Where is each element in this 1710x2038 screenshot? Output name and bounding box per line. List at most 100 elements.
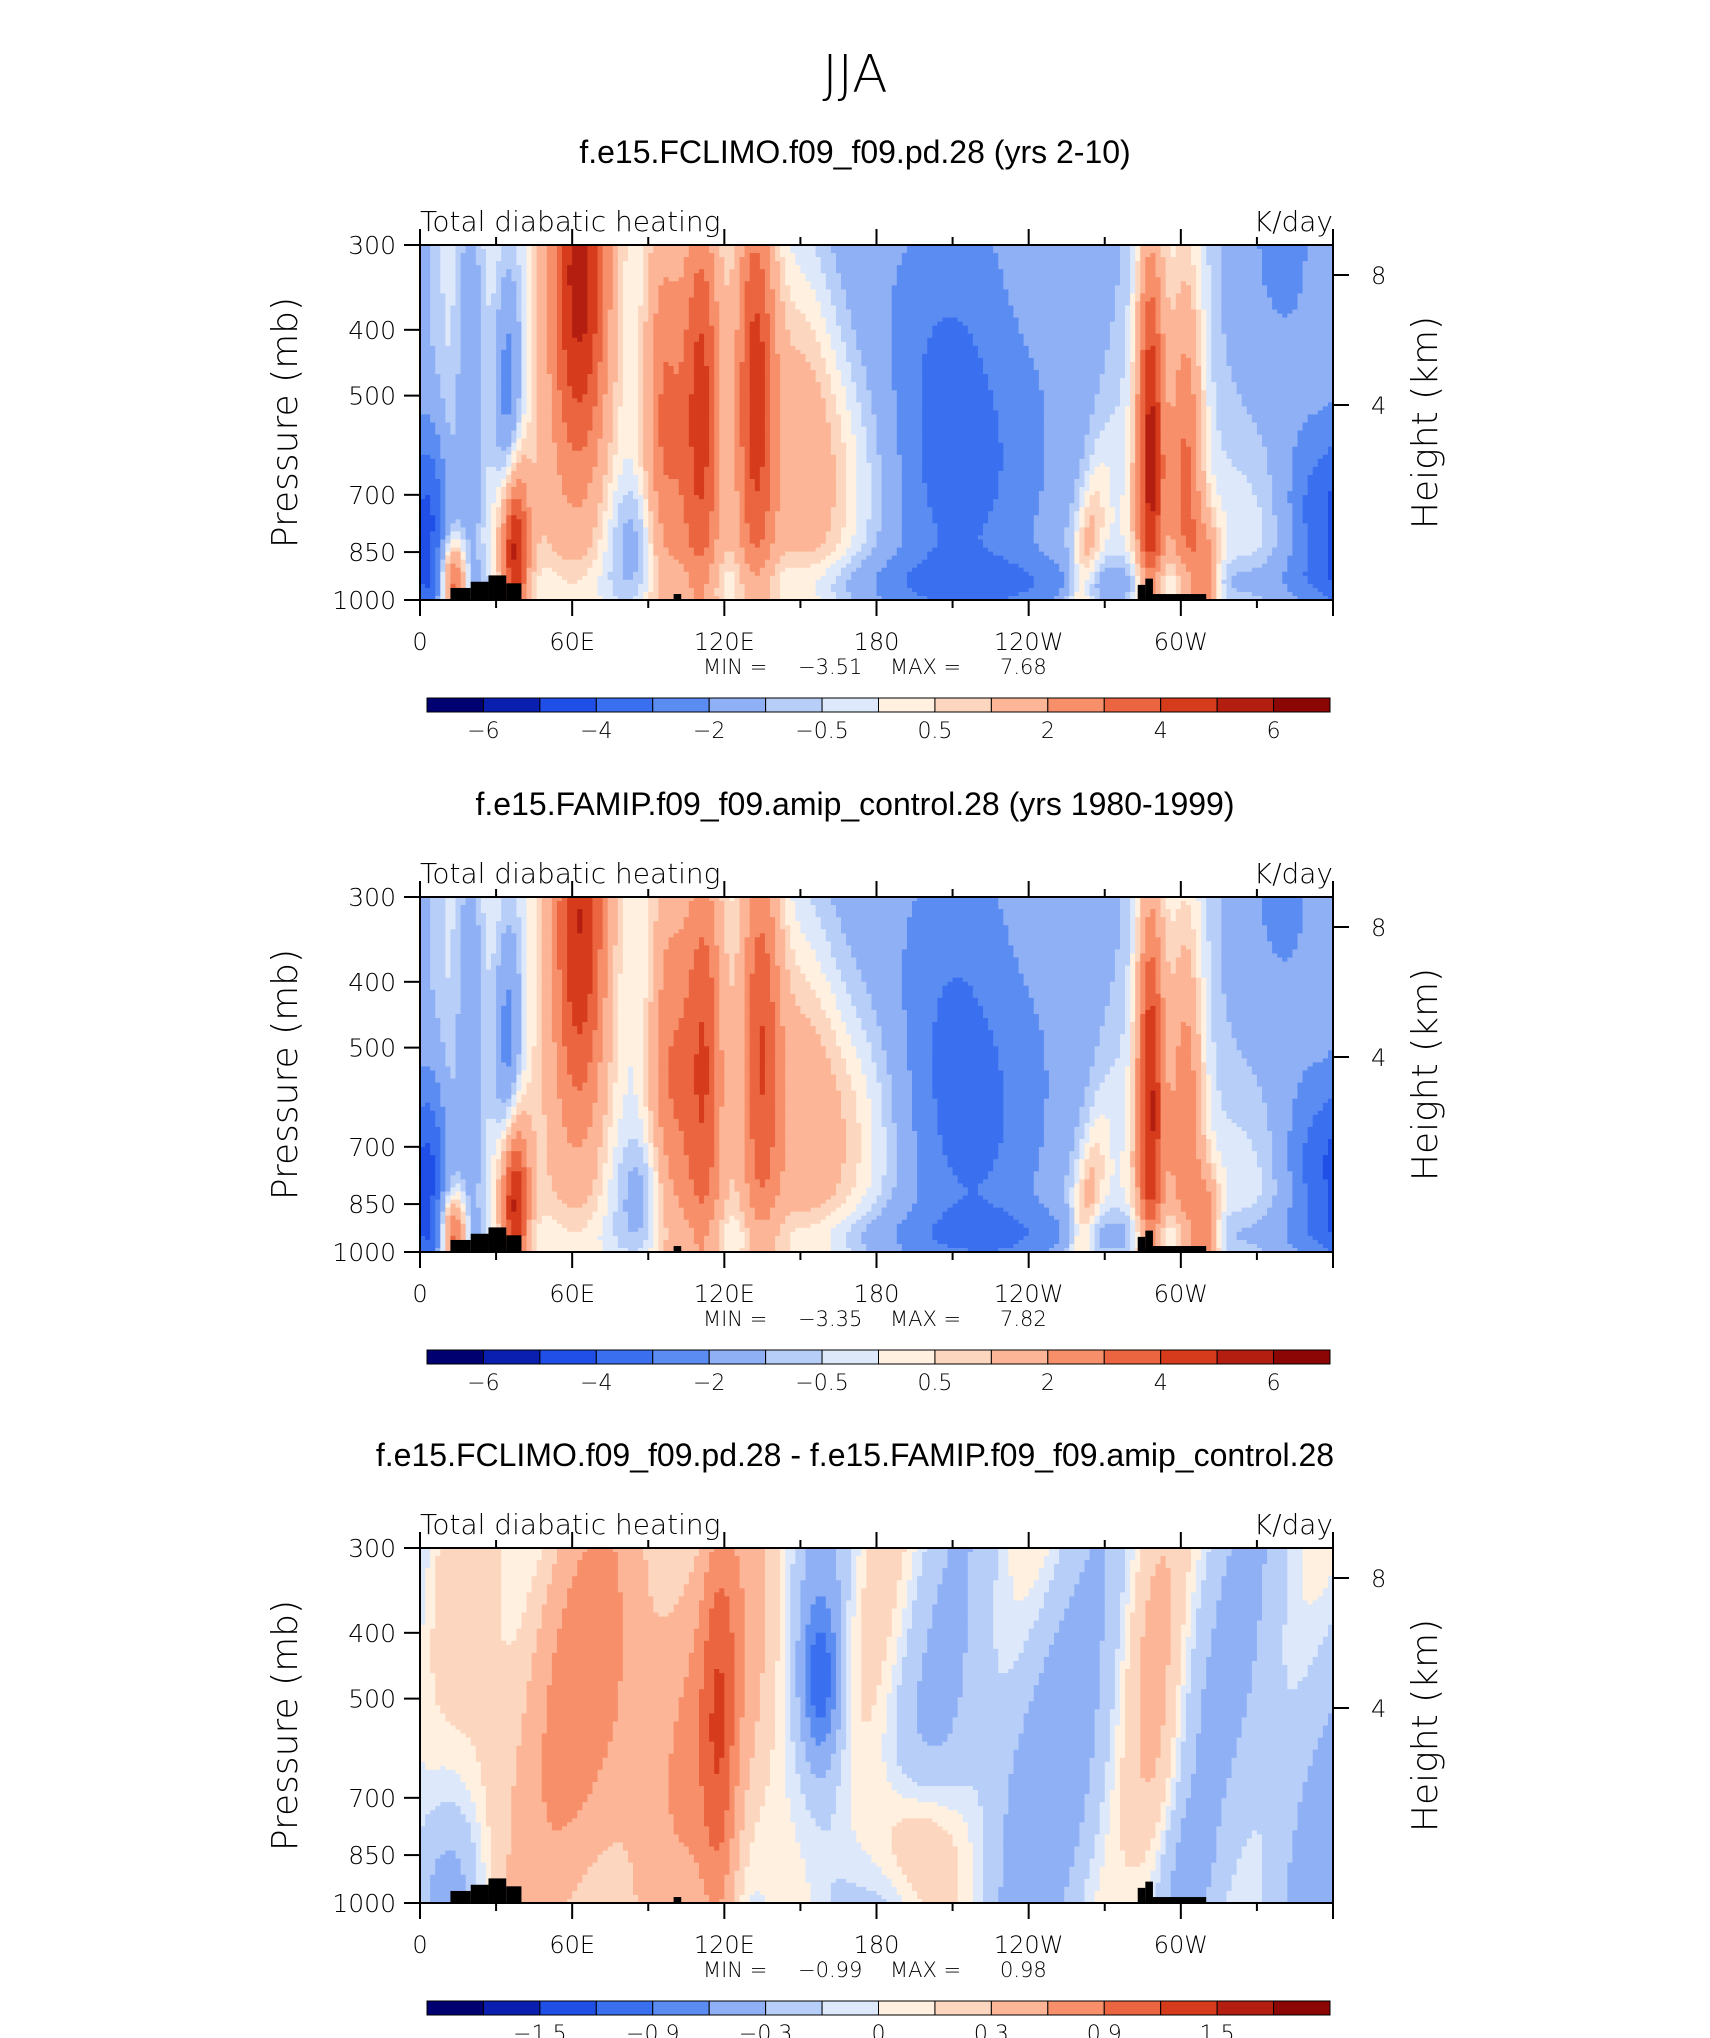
colorbar-swatch	[652, 1349, 710, 1365]
colorbar-label: 4	[1154, 719, 1168, 744]
colorbar-swatch	[765, 1349, 823, 1365]
y-right-tick-label: 4	[1371, 1044, 1386, 1072]
x-tick-label: 120W	[994, 628, 1064, 656]
colorbar-swatch	[990, 697, 1049, 713]
y-axis-title: Pressure (mb)	[265, 949, 306, 1200]
colorbar-label: 2	[1041, 1371, 1055, 1396]
heatmap-field	[420, 897, 1334, 1253]
colorbar-swatch	[1216, 1349, 1275, 1365]
y-axis: 300 400 500 700 850 1000 Pressure (mb)	[265, 231, 420, 615]
colorbar-swatch	[652, 2000, 710, 2016]
colorbar-swatch	[1103, 697, 1162, 713]
colorbar-swatch	[1273, 2000, 1331, 2016]
colorbar-swatch	[708, 2000, 767, 2016]
colorbar-swatch	[482, 2000, 541, 2016]
colorbar-swatch	[934, 697, 992, 713]
colorbar-swatch	[934, 2000, 992, 2016]
left-string: Total diabatic heating	[420, 205, 720, 238]
max-value: 7.82	[1000, 1307, 1047, 1331]
y-tick-label: 400	[348, 1619, 396, 1648]
figure-title: JJA	[822, 45, 887, 105]
y-axis: 300 400 500 700 850 1000 Pressure (mb)	[265, 883, 420, 1267]
colorbar-label: 0.5	[917, 1371, 952, 1396]
min-label: MIN =	[703, 655, 767, 679]
x-tick-label: 0	[412, 1280, 427, 1308]
y-right-axis-title: Height (km)	[1405, 1619, 1446, 1832]
x-tick-label: 180	[854, 1280, 900, 1308]
colorbar-label: 2	[1041, 719, 1055, 744]
max-label: MAX =	[890, 1307, 961, 1331]
colorbar-label: 6	[1267, 1371, 1281, 1396]
colorbar-swatch	[1273, 697, 1331, 713]
y-tick-label: 1000	[332, 1238, 396, 1267]
y-right-tick-label: 8	[1371, 1565, 1386, 1593]
colorbar-label: 0.5	[917, 719, 952, 744]
colorbar-swatch	[821, 2000, 879, 2016]
colorbar-swatch	[765, 2000, 823, 2016]
topography-mask	[450, 1227, 1207, 1253]
x-tick-label: 120E	[694, 1931, 755, 1959]
y-right-tick-label: 4	[1371, 1695, 1386, 1723]
topography-mask	[450, 1878, 1207, 1904]
y-tick-label: 1000	[332, 1889, 396, 1918]
colorbar-swatch	[426, 697, 484, 713]
colorbar-label: 6	[1267, 719, 1281, 744]
colorbar-label: −0.5	[795, 1371, 848, 1396]
y-axis: 300 400 500 700 850 1000 Pressure (mb)	[265, 1534, 420, 1918]
x-tick-label: 60W	[1154, 628, 1208, 656]
min-max-readout: MIN = −0.99 MAX = 0.98	[703, 1958, 1047, 1982]
colorbar-swatch	[1047, 2000, 1105, 2016]
colorbar-swatch	[1216, 2000, 1275, 2016]
min-label: MIN =	[703, 1307, 767, 1331]
colorbar-swatch	[708, 697, 767, 713]
x-tick-label: 120W	[994, 1280, 1064, 1308]
y-right-axis-title: Height (km)	[1405, 316, 1446, 529]
x-tick-label: 180	[854, 628, 900, 656]
right-string: K/day	[1254, 205, 1333, 238]
heatmap-field	[420, 245, 1334, 601]
panel-title: f.e15.FCLIMO.f09_f09.pd.28 (yrs 2-10)	[579, 134, 1130, 170]
y-axis-right: 8 4 Height (km)	[1333, 1565, 1446, 1832]
colorbar-swatch	[1216, 697, 1275, 713]
colorbar-swatch	[990, 2000, 1049, 2016]
colorbar-swatch	[1103, 2000, 1162, 2016]
y-tick-label: 1000	[332, 586, 396, 615]
colorbar-swatch	[934, 1349, 992, 1365]
colorbar-swatch	[821, 1349, 879, 1365]
min-label: MIN =	[703, 1958, 767, 1982]
y-right-tick-label: 8	[1371, 262, 1386, 290]
left-string: Total diabatic heating	[420, 1508, 720, 1541]
y-tick-label: 700	[348, 481, 396, 510]
y-tick-label: 700	[348, 1784, 396, 1813]
x-tick-label: 60E	[549, 628, 595, 656]
panel-title: f.e15.FCLIMO.f09_f09.pd.28 - f.e15.FAMIP…	[376, 1437, 1334, 1473]
x-axis: 0 60E 120E 180 120W 60W	[412, 229, 1334, 656]
colorbar-swatch	[1273, 1349, 1331, 1365]
y-axis-title: Pressure (mb)	[265, 1600, 306, 1851]
x-tick-label: 0	[412, 628, 427, 656]
y-tick-label: 500	[348, 382, 396, 411]
colorbar-swatch	[426, 2000, 484, 2016]
colorbar-swatch	[878, 2000, 936, 2016]
y-axis-title: Pressure (mb)	[265, 297, 306, 548]
left-string: Total diabatic heating	[420, 857, 720, 890]
colorbar-label: −1.5	[513, 2022, 566, 2038]
x-tick-label: 120W	[994, 1931, 1064, 1959]
x-tick-label: 120E	[694, 1280, 755, 1308]
max-label: MAX =	[890, 1958, 961, 1982]
y-right-tick-label: 8	[1371, 914, 1386, 942]
colorbar-swatch	[1103, 1349, 1162, 1365]
y-tick-label: 500	[348, 1685, 396, 1714]
min-value: −3.51	[798, 655, 862, 679]
x-tick-label: 60E	[549, 1931, 595, 1959]
colorbar-label: −6	[467, 1371, 499, 1396]
colorbar-label: −6	[467, 719, 499, 744]
x-axis: 0 60E 120E 180 120W 60W	[412, 881, 1334, 1308]
max-label: MAX =	[890, 655, 961, 679]
colorbar-label: −0.9	[626, 2022, 679, 2038]
x-tick-label: 60W	[1154, 1280, 1208, 1308]
max-value: 0.98	[1000, 1958, 1047, 1982]
y-tick-label: 400	[348, 968, 396, 997]
y-axis-right: 8 4 Height (km)	[1333, 914, 1446, 1181]
